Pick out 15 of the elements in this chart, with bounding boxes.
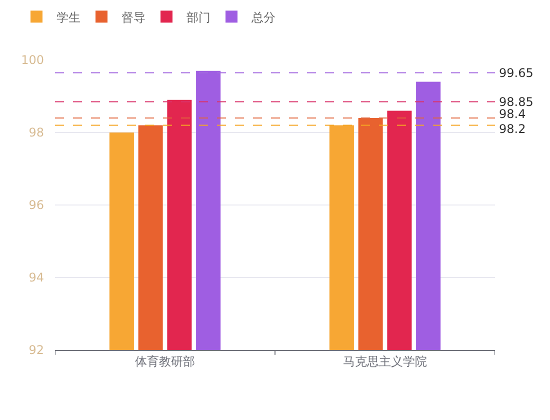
y-tick-label: 94 <box>28 270 44 285</box>
legend-label: 督导 <box>122 10 146 24</box>
ref-line-label: 98.4 <box>499 107 526 121</box>
y-tick-label: 92 <box>28 343 44 358</box>
ref-line-label: 99.65 <box>499 66 534 80</box>
y-tick-label: 100 <box>21 53 44 68</box>
legend-label: 部门 <box>186 10 210 24</box>
x-tick-label: 马克思主义学院 <box>343 354 427 368</box>
y-tick-label: 98 <box>28 126 44 140</box>
y-tick-label: 96 <box>28 198 44 212</box>
ref-line-label: 98.85 <box>499 95 534 109</box>
ref-line-label: 98.2 <box>499 122 526 136</box>
x-tick-label: 体育教研部 <box>135 354 195 368</box>
legend-label: 学生 <box>56 10 80 24</box>
legend-label: 总分 <box>250 10 276 24</box>
